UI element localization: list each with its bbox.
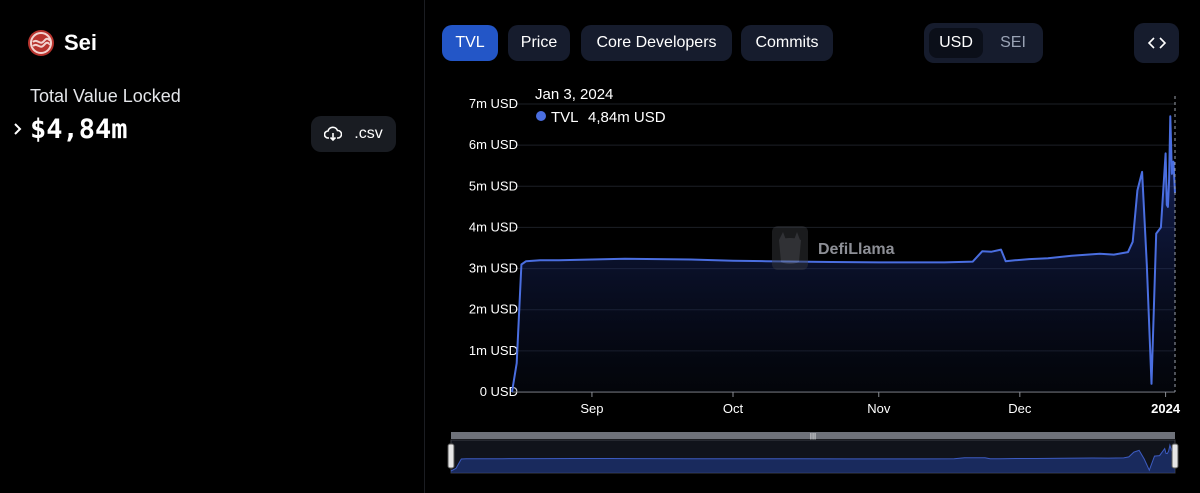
zoom-preview-line <box>450 443 1176 472</box>
code-icon <box>1147 37 1166 49</box>
y-tick-label: 4m USD <box>469 219 518 234</box>
protocol-header: Sei <box>28 30 97 56</box>
tab-price[interactable]: Price <box>508 25 570 61</box>
y-tick-label: 6m USD <box>469 137 518 152</box>
tab-label: Core Developers <box>596 34 717 51</box>
y-tick-label: 7m USD <box>469 96 518 111</box>
csv-download-button[interactable]: .csv <box>311 116 396 152</box>
denomination-usd[interactable]: USD <box>929 28 983 58</box>
y-tick-label: 3m USD <box>469 261 518 276</box>
x-tick-label: Dec <box>1008 401 1032 416</box>
tab-label: Price <box>520 34 558 51</box>
metric-label: Total Value Locked <box>30 86 181 106</box>
zoom-handle-right[interactable] <box>1171 443 1179 469</box>
tab-core-developers[interactable]: Core Developers <box>581 25 732 61</box>
defillama-watermark-text: DefiLlama <box>818 241 895 258</box>
csv-button-label: .csv <box>354 125 383 142</box>
tvl-series-line[interactable] <box>511 115 1176 393</box>
tooltip-series-name: TVL <box>551 109 579 126</box>
x-tick-label: Nov <box>867 401 891 416</box>
summary-panel: Sei Total Value Locked $4,84m .csv <box>0 0 425 493</box>
y-tick-label: 1m USD <box>469 343 518 358</box>
tooltip-series-dot <box>536 111 546 121</box>
y-tick-label: 2m USD <box>469 302 518 317</box>
x-tick-label: 2024 <box>1151 401 1181 416</box>
tooltip-date: Jan 3, 2024 <box>535 86 613 103</box>
denomination-toggle: USD SEI <box>924 23 1043 63</box>
denomination-sei[interactable]: SEI <box>1000 34 1026 51</box>
tab-tvl[interactable]: TVL <box>442 25 498 61</box>
zoom-slider-bar[interactable] <box>451 432 1175 439</box>
zoom-handle-left[interactable] <box>447 443 455 469</box>
tab-commits[interactable]: Commits <box>741 25 833 61</box>
metric-value: $4,84m <box>30 114 128 145</box>
x-tick-label: Sep <box>580 401 603 416</box>
x-tick-label: Oct <box>723 401 744 416</box>
embed-button[interactable] <box>1134 23 1179 63</box>
protocol-name[interactable]: Sei <box>64 30 98 55</box>
defillama-watermark-icon <box>772 226 808 270</box>
download-cloud-icon <box>324 126 343 142</box>
sei-logo-icon <box>28 30 54 56</box>
tab-label: TVL <box>455 34 485 51</box>
tab-label: Commits <box>755 34 819 51</box>
zoom-grip-icon[interactable]: ||| <box>810 432 816 441</box>
chevron-right-icon[interactable] <box>12 121 24 137</box>
y-tick-label: 0 USD <box>480 384 518 399</box>
tooltip-value: 4,84m USD <box>588 109 666 126</box>
y-tick-label: 5m USD <box>469 178 518 193</box>
tvl-area <box>512 116 1175 393</box>
